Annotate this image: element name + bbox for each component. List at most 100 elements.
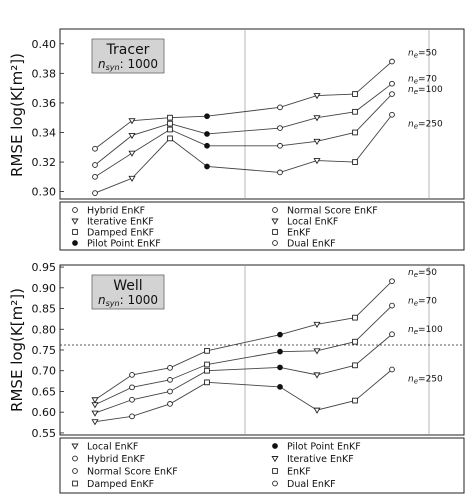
data-point — [389, 80, 395, 87]
data-point — [167, 120, 173, 127]
legend-item: EnKF — [272, 467, 311, 478]
data-point — [389, 302, 395, 309]
data-point — [352, 108, 358, 115]
legend-label: Pilot Point EnKF — [287, 442, 361, 453]
data-point — [352, 338, 358, 345]
series-line — [94, 280, 393, 401]
legend-item: Local EnKF — [71, 442, 138, 453]
data-point — [313, 321, 321, 328]
data-point — [352, 397, 358, 404]
data-point — [167, 377, 173, 383]
legend-marker-icon — [72, 480, 78, 487]
data-point — [389, 111, 395, 118]
well-grid — [244, 265, 430, 435]
series-end-label: ne=70 — [408, 297, 437, 308]
legend-item: Damped EnKF — [72, 479, 154, 490]
data-point — [277, 348, 283, 355]
legend-label: Normal Score EnKF — [87, 467, 178, 478]
legend-label: Damped EnKF — [87, 479, 154, 490]
series-line — [94, 93, 393, 178]
legend-marker-icon — [272, 207, 278, 213]
data-point — [313, 372, 321, 379]
data-point — [313, 138, 321, 146]
data-point — [167, 388, 173, 395]
legend-item: Dual EnKF — [272, 479, 336, 490]
y-tick-label: 0.80 — [32, 323, 57, 336]
data-point — [129, 372, 135, 378]
legend-item: Iterative EnKF — [271, 454, 354, 465]
tracer-box-subtitle: nsyn: 1000 — [98, 57, 158, 72]
data-point — [91, 402, 99, 409]
legend-item: Local EnKF — [271, 217, 338, 228]
data-point — [352, 129, 358, 136]
y-tick-label: 0.75 — [32, 344, 57, 357]
data-point — [167, 135, 173, 142]
data-point — [128, 175, 136, 182]
legend-marker-icon — [272, 480, 278, 487]
legend-marker-icon — [72, 207, 78, 213]
series-line — [94, 305, 393, 406]
legend-label: Hybrid EnKF — [87, 454, 145, 465]
data-point — [313, 348, 321, 355]
legend-marker-icon — [271, 456, 279, 463]
data-point — [204, 131, 210, 137]
legend-marker-icon — [71, 218, 79, 225]
well-series-labels: ne=50 ne=70 ne=100 ne=250 — [408, 268, 443, 385]
legend-item: Hybrid EnKF — [72, 454, 145, 465]
data-point — [277, 125, 283, 131]
legend-label: Local EnKF — [87, 442, 138, 453]
data-point — [167, 364, 173, 371]
data-point — [129, 413, 135, 420]
data-point — [389, 278, 395, 285]
legend-label: Local EnKF — [287, 217, 338, 228]
legend-marker-icon — [72, 229, 78, 235]
legend-marker-icon — [71, 443, 79, 450]
legend-label: Damped EnKF — [87, 228, 154, 239]
y-tick-label: 0.65 — [32, 385, 57, 398]
tracer-y-ticks: 0.30 0.32 0.34 0.36 0.38 0.40 — [32, 38, 64, 199]
data-point — [91, 397, 99, 404]
data-point — [277, 384, 283, 390]
data-point — [204, 367, 210, 374]
legend-item: EnKF — [272, 228, 311, 239]
series-end-label: ne=50 — [408, 49, 437, 60]
y-tick-label: 0.60 — [32, 406, 57, 419]
legend-item: Dual EnKF — [272, 239, 336, 250]
tracer-y-axis-label: RMSE log(K[m²]) — [8, 53, 26, 177]
data-point — [167, 126, 173, 133]
data-point — [204, 113, 210, 120]
data-point — [204, 142, 210, 149]
legend-label: Hybrid EnKF — [87, 206, 145, 217]
well-box-subtitle: nsyn: 1000 — [98, 293, 158, 308]
well-panel: 0.55 0.60 0.65 0.70 0.75 0.80 0.85 0.90 0.95 ne=… — [8, 261, 465, 440]
series-end-label: ne=250 — [408, 374, 443, 385]
well-box-title: Well — [113, 278, 142, 294]
legend-marker-icon — [272, 240, 278, 246]
well-legend: Local EnKF Pilot Point EnKF Hybrid EnKF Ite… — [59, 437, 465, 494]
data-point — [91, 410, 99, 417]
series-end-label: ne=250 — [408, 120, 443, 131]
data-point — [91, 419, 99, 426]
legend-item: Normal Score EnKF — [72, 467, 178, 478]
data-point — [313, 158, 321, 165]
data-point — [389, 331, 395, 338]
data-point — [389, 91, 395, 97]
data-point — [352, 314, 358, 321]
legend-item: Iterative EnKF — [71, 217, 154, 228]
series-line — [94, 83, 393, 166]
tracer-legend: Hybrid EnKF Normal Score EnKF Iterative En… — [59, 201, 465, 251]
data-point — [92, 162, 98, 168]
series-line — [94, 369, 393, 423]
y-tick-label: 0.38 — [32, 67, 57, 80]
tracer-info-box: Tracer nsyn: 1000 — [91, 38, 165, 74]
well-y-ticks: 0.55 0.60 0.65 0.70 0.75 0.80 0.85 0.90 0.95 — [32, 261, 64, 440]
y-tick-label: 0.95 — [32, 261, 57, 274]
y-tick-label: 0.34 — [32, 126, 57, 139]
y-tick-label: 0.90 — [32, 282, 57, 295]
data-point — [389, 366, 395, 373]
legend-label: Iterative EnKF — [287, 454, 354, 465]
data-point — [92, 190, 98, 196]
data-point — [313, 93, 321, 100]
